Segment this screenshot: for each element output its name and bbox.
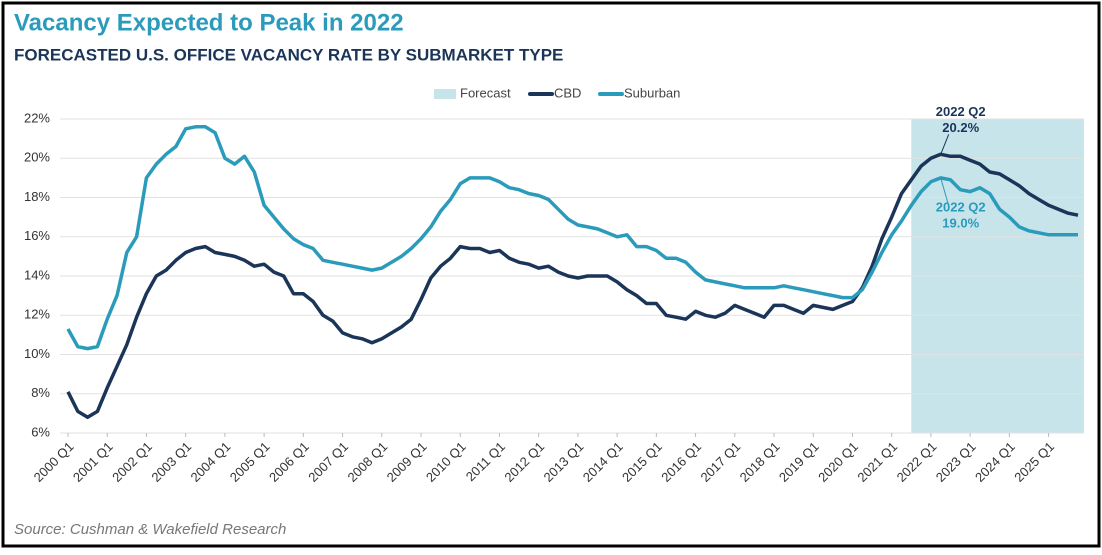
- annotation-value: 19.0%: [942, 215, 979, 230]
- y-tick-label: 16%: [24, 228, 50, 243]
- y-tick-label: 10%: [24, 346, 50, 361]
- annotation-leader: [940, 134, 950, 155]
- y-tick-label: 8%: [31, 385, 50, 400]
- y-tick-label: 22%: [24, 110, 50, 125]
- annotation-label: 2022 Q2: [936, 104, 986, 119]
- annotation-value: 20.2%: [942, 120, 979, 135]
- legend-label: Forecast: [460, 85, 511, 100]
- line-1: [66, 125, 1078, 351]
- y-tick-label: 6%: [31, 424, 50, 439]
- annotation-leader: [940, 177, 950, 207]
- legend-label: Suburban: [624, 85, 680, 100]
- y-tick-label: 18%: [24, 189, 50, 204]
- source: Source: Cushman & Wakefield Research: [14, 521, 286, 538]
- chart-title: Vacancy Expected to Peak in 2022: [14, 9, 404, 36]
- line-0: [66, 152, 1079, 420]
- legend-swatch: [434, 89, 456, 99]
- y-tick-label: 14%: [24, 267, 50, 282]
- legend-label: CBD: [554, 85, 581, 100]
- chart-subtitle: FORECASTED U.S. OFFICE VACANCY RATE BY S…: [14, 45, 563, 64]
- y-tick-label: 12%: [24, 307, 50, 322]
- annotation-label: 2022 Q2: [936, 199, 986, 214]
- y-tick-label: 20%: [24, 150, 50, 165]
